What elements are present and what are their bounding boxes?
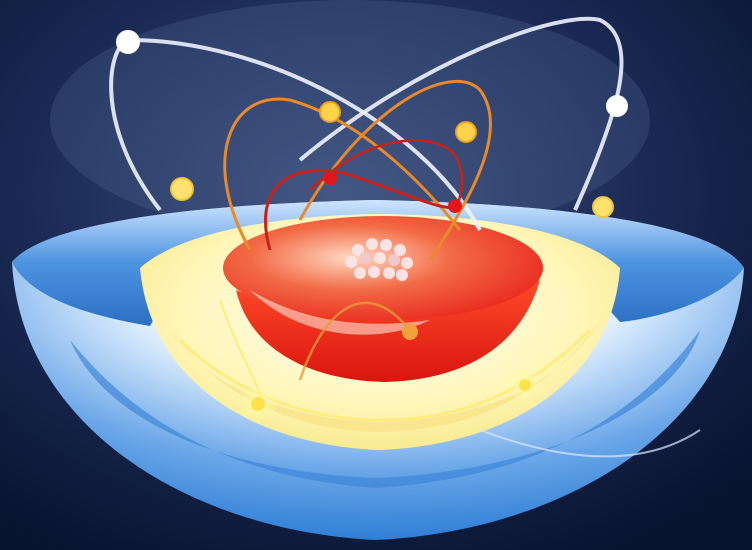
orange-orbit-right	[298, 79, 492, 261]
electron-red-2	[448, 199, 462, 213]
core-top-surface	[223, 216, 543, 320]
orange-orbit-left	[223, 97, 462, 251]
red-orbit-upper	[309, 139, 464, 211]
core-shine	[250, 290, 430, 335]
electron-yellow-glow-left	[238, 384, 278, 424]
red-orbit	[264, 168, 462, 251]
outer-orbit-lower	[479, 429, 701, 458]
electron-yellow-2	[455, 121, 477, 143]
orange-orbit-through-core	[298, 301, 411, 381]
electron-white-left	[116, 30, 140, 54]
electron-yellow-glow-right	[507, 367, 543, 403]
electron-yellow-3	[170, 177, 194, 201]
outer-orbit-right	[298, 16, 624, 211]
electron-orange-core	[402, 324, 418, 340]
nucleus	[345, 238, 413, 281]
outer-shell-rim	[12, 200, 744, 326]
inner-shell-glow	[170, 320, 600, 432]
electron-white-right	[606, 95, 628, 117]
electron-red-1	[323, 171, 337, 185]
outer-orbit-left	[109, 37, 482, 231]
electron-yellow-4	[592, 196, 614, 218]
electron-yellow-1	[319, 101, 341, 123]
